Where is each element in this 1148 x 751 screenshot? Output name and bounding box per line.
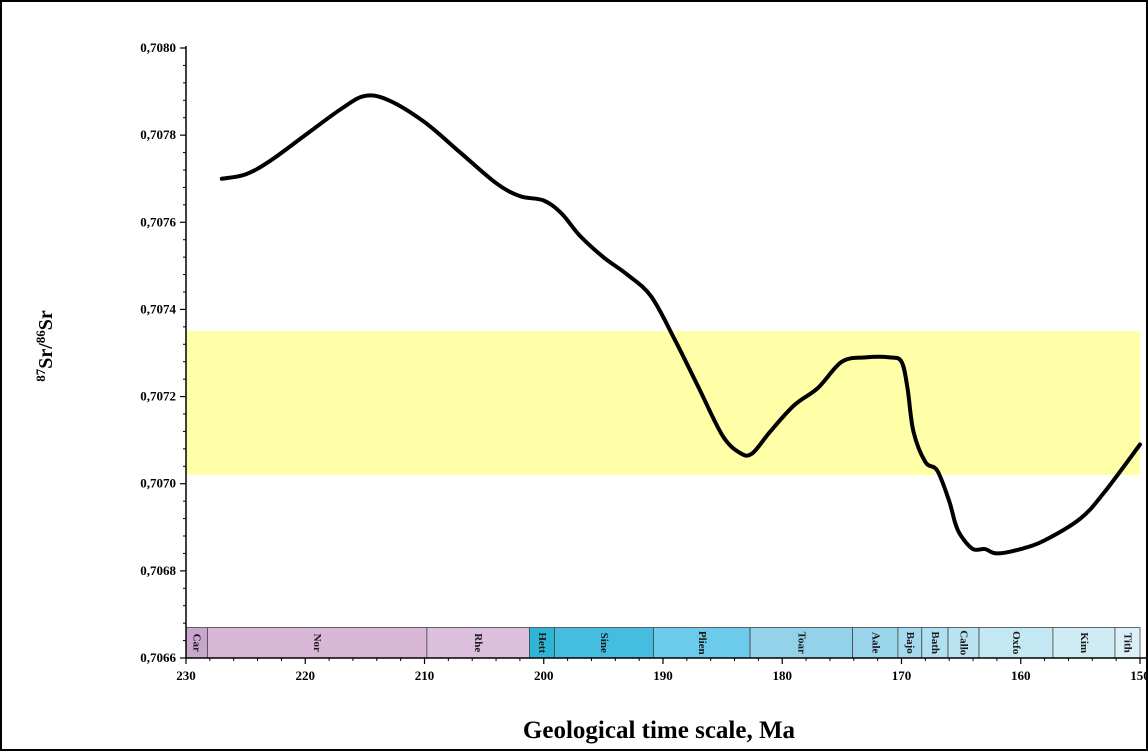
x-tick-label: 230 (176, 668, 196, 683)
data-line-0 (219, 93, 1142, 556)
y-axis-title: 87Sr/86Sr (33, 310, 57, 382)
stage-label-nor: Nor (311, 634, 323, 652)
x-tick-label: 200 (534, 668, 554, 683)
stage-label-sine: Sine (598, 633, 610, 653)
y-tick-label: 0,7080 (140, 40, 176, 55)
stage-label-rhe: Rhe (472, 633, 484, 652)
stage-box-bath (921, 627, 949, 659)
stage-box-callo (947, 627, 980, 659)
stage-layer: Car Nor Rhe Hett Sine Plien Toar Aale Bajo Bath Ca… (185, 627, 1141, 659)
highlight-band (186, 331, 1140, 475)
stage-label-bajo: Bajo (904, 632, 916, 655)
stage-label-car: Car (191, 634, 203, 652)
stage-box-nor (207, 627, 428, 659)
stage-label-toar: Toar (795, 632, 807, 654)
y-tick-label: 0,7068 (140, 563, 176, 578)
stage-label-bath: Bath (929, 631, 941, 654)
x-tick-label: 180 (773, 668, 793, 683)
axis-layer: 0,7066 0,7068 0,7070 0,7072 0,7074 0,7076 0,70… (140, 40, 1148, 683)
y-tick-label: 0,7066 (140, 650, 176, 665)
y-tick-label: 0,7078 (140, 127, 176, 142)
x-tick-label: 150 (1130, 668, 1148, 683)
x-tick-label: 220 (296, 668, 316, 683)
x-tick-label: 190 (653, 668, 673, 683)
stage-box-tith (1114, 627, 1141, 659)
y-tick-label: 0,7070 (140, 476, 176, 491)
line-layer (219, 93, 1142, 556)
y-axis-title-sup1: 87 (33, 368, 48, 382)
x-tick-label: 160 (1011, 668, 1031, 683)
stage-label-plien: Plien (696, 631, 708, 655)
y-axis-title-main2: Sr (35, 310, 57, 330)
band-layer (186, 331, 1140, 475)
stage-label-hett: Hett (536, 632, 548, 653)
x-tick-label: 210 (415, 668, 435, 683)
stage-box-kim (1052, 627, 1116, 659)
x-tick-label: 170 (892, 668, 912, 683)
x-axis-title: Geological time scale, Ma (523, 717, 796, 744)
stage-box-rhe (426, 627, 530, 659)
stage-label-oxfo: Oxfo (1010, 631, 1022, 655)
stage-label-aale: Aale (869, 632, 881, 654)
y-axis-title-main1: Sr/ (35, 343, 57, 369)
stage-label-kim: Kim (1078, 632, 1090, 653)
stage-label-tith: Tith (1121, 633, 1133, 653)
y-tick-label: 0,7072 (140, 389, 176, 404)
stage-box-aale (852, 627, 899, 659)
stage-box-plien (653, 627, 751, 659)
y-tick-label: 0,7076 (140, 214, 176, 229)
y-axis-title-sup2: 86 (33, 330, 48, 344)
y-tick-label: 0,7074 (140, 301, 176, 316)
stage-label-callo: Callo (958, 630, 970, 656)
